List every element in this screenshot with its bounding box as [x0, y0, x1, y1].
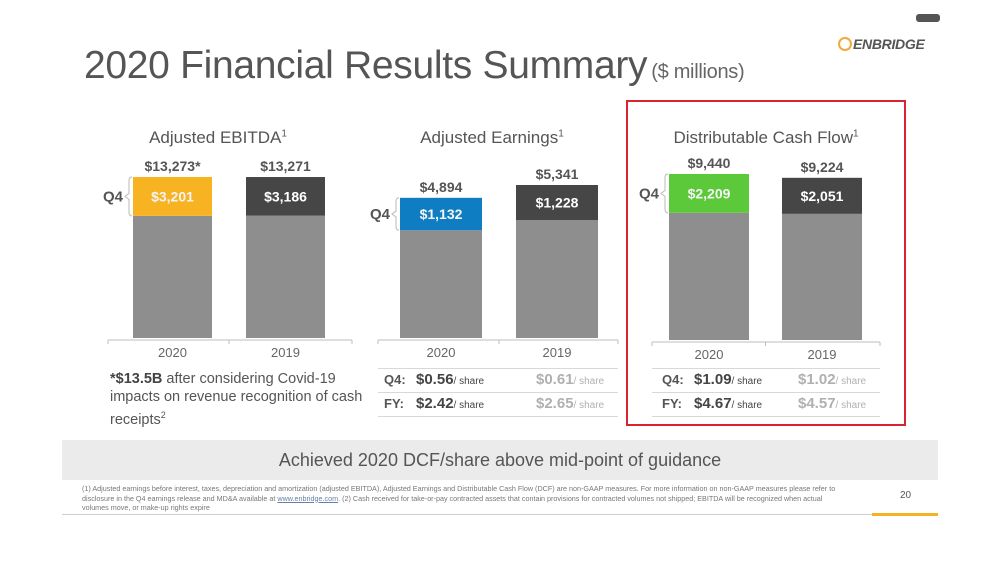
- enbridge-swirl-icon: [838, 37, 852, 51]
- dcf-title-text: Distributable Cash Flow: [673, 128, 853, 147]
- dcf-2019: $1.02: [798, 371, 836, 388]
- earnings-title-sup: 1: [558, 128, 564, 140]
- dcf-bar-q4-2019: [782, 177, 862, 214]
- dcf-2019: $4.57: [798, 395, 836, 412]
- earnings-title-text: Adjusted Earnings: [420, 128, 559, 147]
- dcf-2020: $1.09: [694, 371, 732, 388]
- ebitda-bar-base-2020: [133, 215, 212, 338]
- earnings-bar-q4-2020: [400, 197, 482, 231]
- enbridge-link[interactable]: www.enbridge.com: [277, 493, 339, 503]
- earnings-bracket-label: Q4: [370, 206, 391, 223]
- per-share-suffix: / share: [453, 376, 485, 387]
- page-number: 20: [900, 490, 912, 501]
- footer-accent-bar: [872, 513, 938, 516]
- earnings-row-fy: FY: $2.42/ share $2.65/ share: [378, 393, 618, 415]
- title-text: 2020 Financial Results Summary: [84, 44, 648, 87]
- ebitda-bar-q4-2019: [246, 177, 325, 216]
- per-share-suffix: / share: [573, 400, 605, 411]
- ebitda-q4-label-2020: $3,201: [151, 188, 194, 204]
- page-title: 2020 Financial Results Summary ($ million…: [84, 44, 745, 88]
- earnings-q4-label-2019: $1,228: [536, 195, 579, 211]
- enbridge-logo: ENBRIDGE: [838, 36, 925, 52]
- row-label: FY:: [662, 396, 682, 411]
- ebitda-q4-label-2019: $3,186: [264, 188, 307, 204]
- ebitda-bar-base-2019: [246, 215, 325, 338]
- note-text: after considering Covid-19 impacts on re…: [110, 371, 363, 428]
- earnings-bar-base-2020: [400, 230, 482, 338]
- footnote-part2: . (2) Cash received for take-or-pay cont…: [82, 493, 823, 513]
- ebitda-title-sup: 1: [281, 128, 287, 140]
- footnote-part1: (1) Adjusted earnings before interest, t…: [82, 484, 836, 503]
- ebitda-q4-bracket: [124, 176, 133, 217]
- earnings-year-label-2020: 2020: [427, 345, 456, 360]
- earnings-bar-base-2019: [516, 220, 598, 338]
- dcf-bar-base-2020: [669, 212, 749, 340]
- eps-2019: $0.61: [536, 371, 574, 388]
- row-label: FY:: [384, 396, 404, 411]
- per-share-suffix: / share: [573, 376, 605, 387]
- ebitda-year-label-2020: 2020: [158, 345, 187, 360]
- dcf-q4-label-2019: $2,051: [801, 188, 844, 204]
- ebitda-bracket-label: Q4: [103, 188, 124, 205]
- row-label: Q4:: [662, 372, 684, 387]
- ebitda-note: *$13.5B after considering Covid-19 impac…: [110, 370, 380, 429]
- dcf-q4-bracket: [660, 173, 669, 214]
- ebitda-total-label-2020: $13,273*: [144, 158, 201, 174]
- earnings-year-label-2019: 2019: [543, 345, 572, 360]
- note-bold: *$13.5B: [110, 371, 163, 387]
- dcf-title: Distributable Cash Flow1: [656, 128, 876, 148]
- earnings-total-label-2020: $4,894: [420, 179, 463, 195]
- dcf-per-share-table: Q4: $1.09/ share $1.02/ share FY: $4.67/…: [652, 368, 880, 417]
- dcf-year-label-2019: 2019: [808, 347, 837, 362]
- ebitda-bar-q4-2020: [133, 177, 212, 216]
- dcf-bar-base-2019: [782, 213, 862, 340]
- summary-banner: Achieved 2020 DCF/share above mid-point …: [62, 440, 938, 480]
- dcf-bar-q4-2020: [669, 174, 749, 213]
- note-sup: 2: [160, 410, 166, 420]
- per-share-suffix: / share: [835, 400, 867, 411]
- dcf-highlight-box: [626, 100, 906, 426]
- row-label: Q4:: [384, 372, 406, 387]
- dcf-total-label-2019: $9,224: [801, 159, 844, 175]
- ebitda-title-text: Adjusted EBITDA: [149, 128, 282, 147]
- dcf-row-q4: Q4: $1.09/ share $1.02/ share: [652, 369, 880, 391]
- logo-text: ENBRIDGE: [853, 36, 925, 52]
- earnings-q4-bracket: [391, 197, 400, 231]
- earnings-q4-label-2020: $1,132: [420, 206, 463, 222]
- earnings-title: Adjusted Earnings1: [382, 128, 602, 148]
- eps-2020: $0.56: [416, 371, 454, 388]
- earnings-bar-q4-2019: [516, 185, 598, 221]
- dcf-2020: $4.67: [694, 395, 732, 412]
- earnings-total-label-2019: $5,341: [536, 166, 579, 182]
- dcf-year-label-2020: 2020: [695, 347, 724, 362]
- footer-divider: [62, 514, 910, 515]
- earnings-per-share-table: Q4: $0.56/ share $0.61/ share FY: $2.42/…: [378, 368, 618, 417]
- dcf-q4-label-2020: $2,209: [688, 185, 731, 201]
- slide-tab-marker: [916, 14, 940, 22]
- ebitda-year-label-2019: 2019: [271, 345, 300, 360]
- per-share-suffix: / share: [453, 400, 485, 411]
- dcf-row-fy: FY: $4.67/ share $4.57/ share: [652, 393, 880, 415]
- dcf-bracket-label: Q4: [639, 185, 660, 202]
- per-share-suffix: / share: [835, 376, 867, 387]
- per-share-suffix: / share: [731, 376, 763, 387]
- dcf-title-sup: 1: [852, 128, 859, 140]
- eps-2020: $2.42: [416, 395, 454, 412]
- per-share-suffix: / share: [731, 400, 763, 411]
- footnote: (1) Adjusted earnings before interest, t…: [82, 484, 842, 513]
- eps-2019: $2.65: [536, 395, 574, 412]
- ebitda-total-label-2019: $13,271: [260, 158, 311, 174]
- dcf-total-label-2020: $9,440: [688, 155, 731, 171]
- title-unit: ($ millions): [651, 61, 745, 83]
- earnings-row-q4: Q4: $0.56/ share $0.61/ share: [378, 369, 618, 391]
- ebitda-title: Adjusted EBITDA1: [118, 128, 318, 148]
